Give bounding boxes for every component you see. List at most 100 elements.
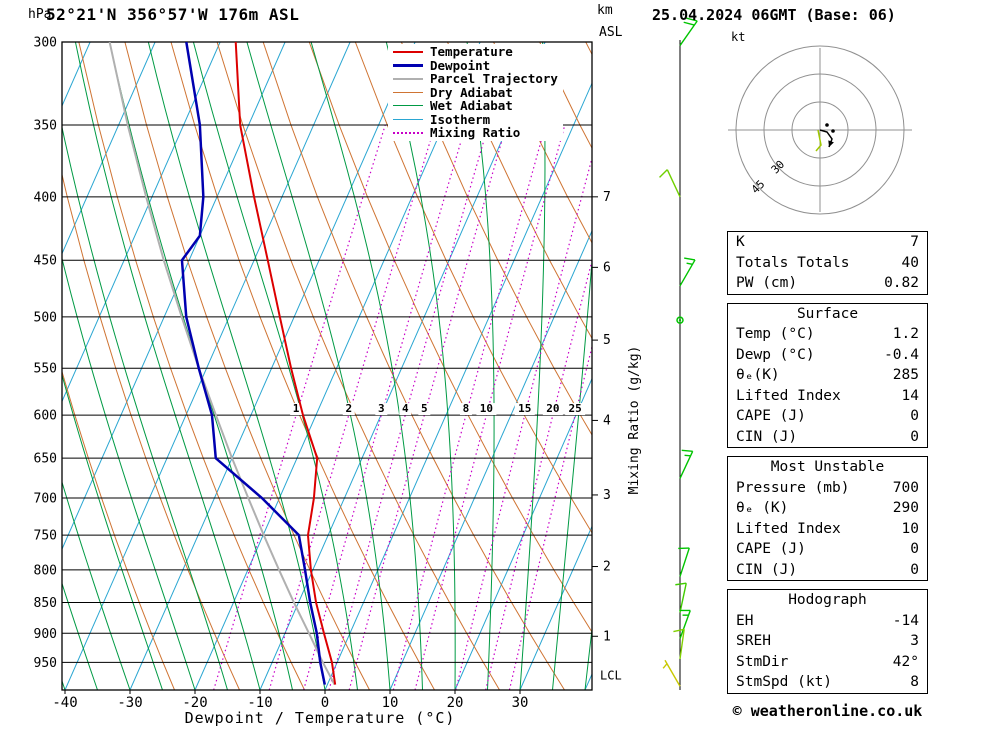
panel-row: Pressure (mb) 700 <box>728 478 927 499</box>
legend-item-isotherm: Isotherm <box>393 111 558 127</box>
plot-frame <box>61 41 593 691</box>
panel-row-label: Lifted Index <box>736 520 841 537</box>
panel-row-label: StmDir <box>736 653 789 670</box>
legend-label: Temperature <box>430 44 513 60</box>
panel-row-value: 0 <box>910 561 919 578</box>
pressure-tick-label: 500 <box>34 310 57 325</box>
legend-label: Wet Adiabat <box>430 98 513 114</box>
isotherm-line <box>64 42 351 690</box>
panel-row: Lifted Index 14 <box>728 386 927 407</box>
panel-row-label: θₑ(K) <box>736 367 780 383</box>
temperature-tick-label: -30 <box>117 695 142 711</box>
mixing-ratio-labels: 1 2 3 4 5 8 10 15 20 25 <box>290 402 586 416</box>
pressure-tick-label: 900 <box>34 627 57 642</box>
isotherm-line <box>0 42 25 690</box>
wet-adiabat-line <box>62 581 98 690</box>
wind-barb <box>675 582 687 613</box>
km-tick-label: 7 <box>603 190 611 205</box>
wet-adiabat-line <box>62 480 131 690</box>
mixing-ratio-line <box>328 124 489 690</box>
panel-row-value: 42° <box>892 653 919 670</box>
svg-text:25: 25 <box>569 402 582 415</box>
panel-row-value: 0 <box>910 428 919 445</box>
panel-title: Surface <box>796 305 859 322</box>
panel-row-label: Dewp (°C) <box>736 346 815 363</box>
legend-item-temperature: Temperature <box>393 44 558 60</box>
isotherm-line <box>62 42 156 255</box>
hodograph-ring <box>763 73 877 187</box>
km-tick-label: 4 <box>603 413 611 428</box>
pressure-tick-label: 400 <box>34 190 57 205</box>
isotherm-line <box>389 229 592 690</box>
temperature-tick-label: 10 <box>382 695 399 711</box>
panel-row-label: PW (cm) <box>736 275 798 291</box>
pressure-tick-label: 450 <box>34 254 57 269</box>
altitude-axis-unit: km <box>597 3 613 18</box>
panel-row-value: 7 <box>910 234 919 250</box>
isotherm-line <box>194 42 481 690</box>
wind-barb <box>659 169 681 198</box>
pressure-tick-label: 300 <box>34 36 57 51</box>
legend-label: Dry Adiabat <box>430 84 513 100</box>
temperature-curve <box>234 42 337 685</box>
dry-adiabat-line <box>400 42 592 436</box>
wet-adiabat-line <box>74 42 261 690</box>
panel-row-value: 0 <box>910 408 919 424</box>
panel-row-value: 0 <box>910 541 919 557</box>
svg-text:10: 10 <box>480 402 493 415</box>
mixing-ratio-line <box>455 155 592 690</box>
panel-row: EH -14 <box>728 611 927 632</box>
pressure-tick-label: 700 <box>34 492 57 507</box>
svg-text:2: 2 <box>345 402 352 415</box>
svg-text:15: 15 <box>518 402 531 415</box>
panel-row-value: 40 <box>901 254 919 271</box>
svg-text:4: 4 <box>402 402 409 415</box>
panel-row-label: StmSpd (kt) <box>736 674 833 690</box>
info-panel-surface: Surface Temp (°C) 1.2 Dewp (°C) -0.4 θₑ(K) 285… <box>727 302 928 448</box>
wind-barb <box>679 449 694 479</box>
panel-title: Hodograph <box>788 592 867 608</box>
panel-row-label: Lifted Index <box>736 387 841 404</box>
svg-text:8: 8 <box>463 402 470 415</box>
panel-row-value: -0.4 <box>884 346 919 363</box>
temperature-tick-label: 0 <box>321 695 329 711</box>
info-panel-indices: K 7 Totals Totals 40 PW (cm) 0.82 <box>727 231 928 295</box>
wind-barb <box>662 659 681 687</box>
chart-legend: Temperature Dewpoint Parcel Trajectory Dry … <box>388 44 563 141</box>
mixing-ratio-line <box>268 124 436 690</box>
svg-text:1: 1 <box>293 402 300 415</box>
dewpoint-legend-swatch <box>393 63 423 67</box>
wind-barb <box>679 257 696 287</box>
panel-row: Dewp (°C) -0.4 <box>728 345 927 366</box>
panel-row-label: CIN (J) <box>736 428 798 445</box>
panel-row: PW (cm) 0.82 <box>728 273 927 294</box>
pressure-tick-label: 650 <box>34 452 57 467</box>
hodograph-ring <box>791 101 849 159</box>
wind-barb <box>679 609 691 639</box>
panel-row-label: Totals Totals <box>736 254 850 271</box>
panel-row-value: -14 <box>892 612 919 629</box>
legend-label: Isotherm <box>430 111 491 127</box>
legend-label: Dewpoint <box>430 57 491 73</box>
panel-row-label: CAPE (J) <box>736 541 806 557</box>
km-tick-label: 2 <box>603 560 611 575</box>
temperature-axis-ticks: -40 -30 -20 -10 0 10 20 30 <box>52 690 528 711</box>
wet_adiabat-legend-swatch <box>393 105 423 107</box>
km-tick-label: 6 <box>603 260 611 275</box>
wind-barb <box>679 17 698 46</box>
isotherm-legend-swatch <box>393 118 423 120</box>
mixing-ratio-line <box>414 124 566 690</box>
panel-row: StmSpd (kt) 8 <box>728 672 927 693</box>
panel-row-value: 14 <box>901 387 919 404</box>
mixing-ratio-line <box>303 124 467 690</box>
pressure-tick-label: 350 <box>34 118 57 133</box>
temperature-tick-label: 20 <box>447 695 464 711</box>
parcel-trajectory-curve <box>108 42 336 686</box>
legend-label: Parcel Trajectory <box>430 71 558 87</box>
panel-row-label: Temp (°C) <box>736 326 815 342</box>
panel-row-value: 10 <box>901 520 919 537</box>
panel-row: Lifted Index 10 <box>728 519 927 540</box>
legend-item-dewpoint: Dewpoint <box>393 57 558 73</box>
